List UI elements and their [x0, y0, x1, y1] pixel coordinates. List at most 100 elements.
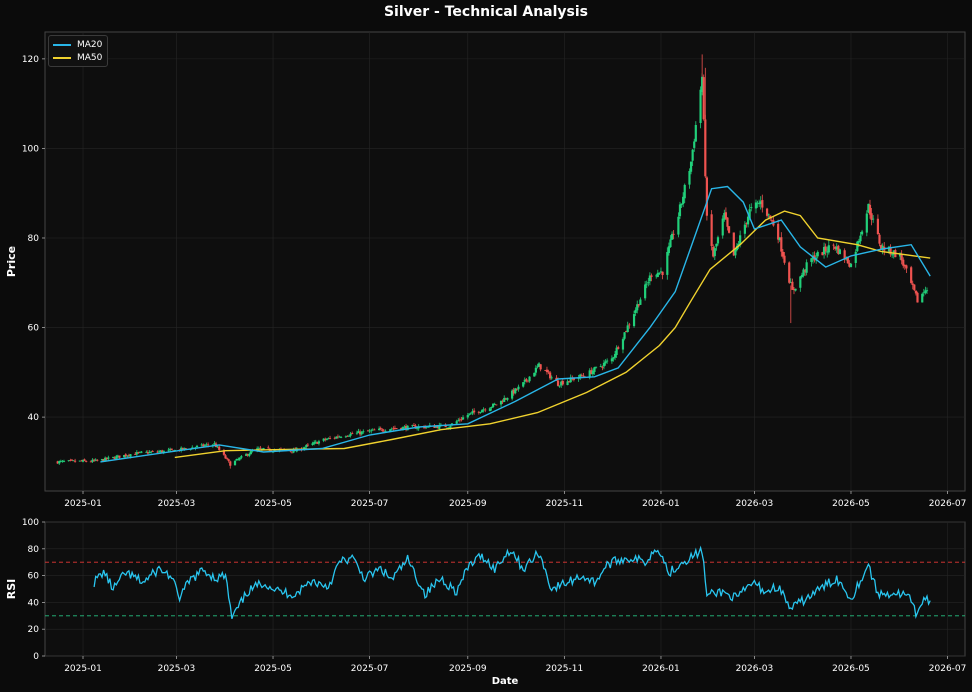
candle-body: [636, 304, 639, 311]
candle-body: [102, 459, 105, 462]
candle: [267, 445, 270, 449]
candle-body: [856, 241, 859, 252]
candle: [355, 430, 359, 435]
candle-body: [316, 442, 319, 444]
candle: [349, 431, 352, 438]
candle: [471, 408, 474, 416]
candle: [539, 364, 542, 372]
candle: [788, 261, 791, 284]
candle-body: [233, 460, 237, 466]
candle-body: [135, 452, 138, 455]
candle: [701, 73, 704, 96]
candle-body: [780, 237, 783, 252]
candle-body: [854, 251, 857, 263]
candle: [713, 246, 716, 261]
price-xtick-label: 2026-01: [642, 499, 680, 509]
candle-body: [765, 208, 769, 216]
rsi-xtick-label: 2025-07: [351, 664, 389, 674]
candle-body: [634, 309, 637, 313]
candle: [468, 413, 471, 416]
candle-body: [205, 444, 208, 446]
candle-body: [645, 283, 648, 285]
price-xtick-label: 2026-05: [832, 499, 870, 509]
candle: [905, 264, 908, 273]
candle-body: [229, 461, 232, 466]
candle: [601, 365, 604, 371]
candle-body: [395, 428, 398, 429]
candle: [669, 235, 672, 248]
candle: [854, 249, 857, 268]
candle-body: [591, 370, 594, 375]
candle-body: [593, 367, 596, 372]
candle: [94, 458, 97, 462]
candle-body: [403, 426, 406, 428]
candle-body: [506, 397, 509, 400]
candle-body: [572, 378, 575, 380]
candle: [859, 231, 862, 245]
candle: [455, 419, 458, 425]
candle: [148, 450, 151, 454]
candle: [716, 235, 720, 246]
candle-body: [838, 249, 842, 255]
candle: [865, 210, 868, 237]
candle: [921, 292, 924, 303]
rsi-ytick-label: 0: [33, 652, 39, 662]
rsi-ytick-label: 40: [28, 598, 40, 608]
candle: [482, 407, 485, 413]
candle-body: [111, 456, 115, 458]
candle: [306, 443, 309, 447]
candle: [325, 438, 328, 441]
candle-body: [655, 275, 658, 277]
candle-body: [213, 443, 216, 445]
candle-body: [206, 444, 210, 446]
candle-body: [826, 251, 829, 253]
candle-body: [382, 430, 385, 432]
candle-body: [827, 245, 830, 253]
candle: [634, 307, 637, 316]
candle-body: [539, 364, 542, 370]
candle-body: [466, 414, 469, 418]
candle-body: [792, 289, 796, 291]
candle: [368, 429, 371, 433]
candle-body: [469, 412, 473, 414]
candle-body: [716, 237, 720, 244]
candle-body: [338, 436, 341, 438]
candle-body: [515, 388, 518, 390]
candle-body: [723, 212, 726, 220]
candle: [111, 456, 115, 459]
candle: [233, 460, 237, 466]
candle-body: [726, 217, 729, 227]
candle-body: [756, 202, 759, 204]
candle-body: [837, 245, 840, 254]
candle: [477, 410, 480, 415]
candle-body: [891, 254, 894, 256]
candle-body: [761, 200, 764, 208]
legend-item-ma20: MA20: [53, 39, 102, 51]
candle-body: [843, 250, 846, 260]
candle-body: [560, 381, 563, 386]
candle: [116, 454, 119, 459]
candle-body: [503, 398, 506, 402]
candle: [92, 458, 96, 462]
candle: [872, 215, 875, 223]
candle-body: [712, 246, 715, 257]
candle: [412, 423, 416, 426]
candle-body: [92, 459, 96, 461]
candle: [370, 428, 373, 434]
candle-body: [746, 216, 750, 225]
candle: [457, 418, 460, 422]
candle: [338, 435, 341, 438]
candle-body: [292, 449, 295, 453]
price-xtick-label: 2025-11: [546, 499, 584, 509]
candle: [373, 428, 376, 431]
candle: [458, 417, 461, 423]
candle: [515, 388, 518, 391]
rsi-xtick-label: 2025-03: [158, 664, 196, 674]
candle: [168, 447, 172, 452]
candle-body: [58, 461, 61, 464]
candle: [91, 458, 94, 463]
candle: [803, 269, 807, 277]
candle-body: [791, 281, 794, 290]
candle-body: [680, 203, 683, 206]
candle-body: [615, 347, 618, 355]
